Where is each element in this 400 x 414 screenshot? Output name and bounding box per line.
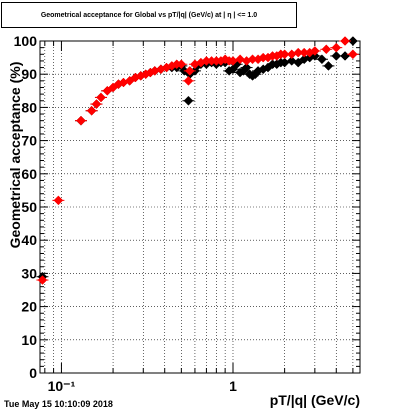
y-tick-label: 90 [21, 66, 37, 82]
data-point [308, 46, 321, 56]
data-point [320, 44, 333, 55]
y-axis-label: Geometrical acceptance (%) [7, 62, 23, 249]
data-point [315, 54, 328, 65]
data-point [339, 51, 352, 61]
x-axis-label: pT/|q| (GeV/c) [270, 392, 360, 408]
tick-layer: 0 10 20 30 40 50 60 70 80 90 100 10⁻¹ 1 [14, 33, 360, 394]
y-tick-label: 40 [21, 232, 37, 248]
data-point [182, 75, 195, 86]
data-point [182, 95, 195, 106]
timestamp: Tue May 15 10:10:09 2018 [4, 399, 113, 409]
y-tick-label: 30 [21, 265, 37, 281]
y-tick-label: 70 [21, 133, 37, 149]
data-point [183, 66, 196, 76]
data-point [74, 115, 87, 126]
y-tick-label: 50 [21, 199, 37, 215]
grid-layer [40, 40, 360, 374]
y-tick-label: 20 [21, 299, 37, 315]
data-point [94, 92, 107, 103]
y-tick-label: 100 [14, 33, 38, 49]
data-point [330, 42, 343, 53]
data-point [85, 105, 98, 116]
y-tick-label: 60 [21, 166, 37, 182]
points-layer [36, 36, 359, 285]
x-tick-label: 10⁻¹ [48, 378, 76, 394]
data-point [322, 61, 335, 71]
data-point [36, 275, 49, 285]
y-tick-label: 10 [21, 332, 37, 348]
data-point [175, 59, 188, 70]
chart-title: Geometrical acceptance for Global vs pT/… [1, 2, 297, 28]
data-point [90, 99, 103, 109]
data-point [346, 49, 359, 60]
data-point [278, 49, 291, 60]
y-tick-label: 0 [29, 365, 37, 381]
y-tick-label: 80 [21, 99, 37, 115]
data-point [52, 195, 65, 206]
x-tick-label: 1 [229, 378, 237, 394]
data-point [339, 36, 352, 46]
